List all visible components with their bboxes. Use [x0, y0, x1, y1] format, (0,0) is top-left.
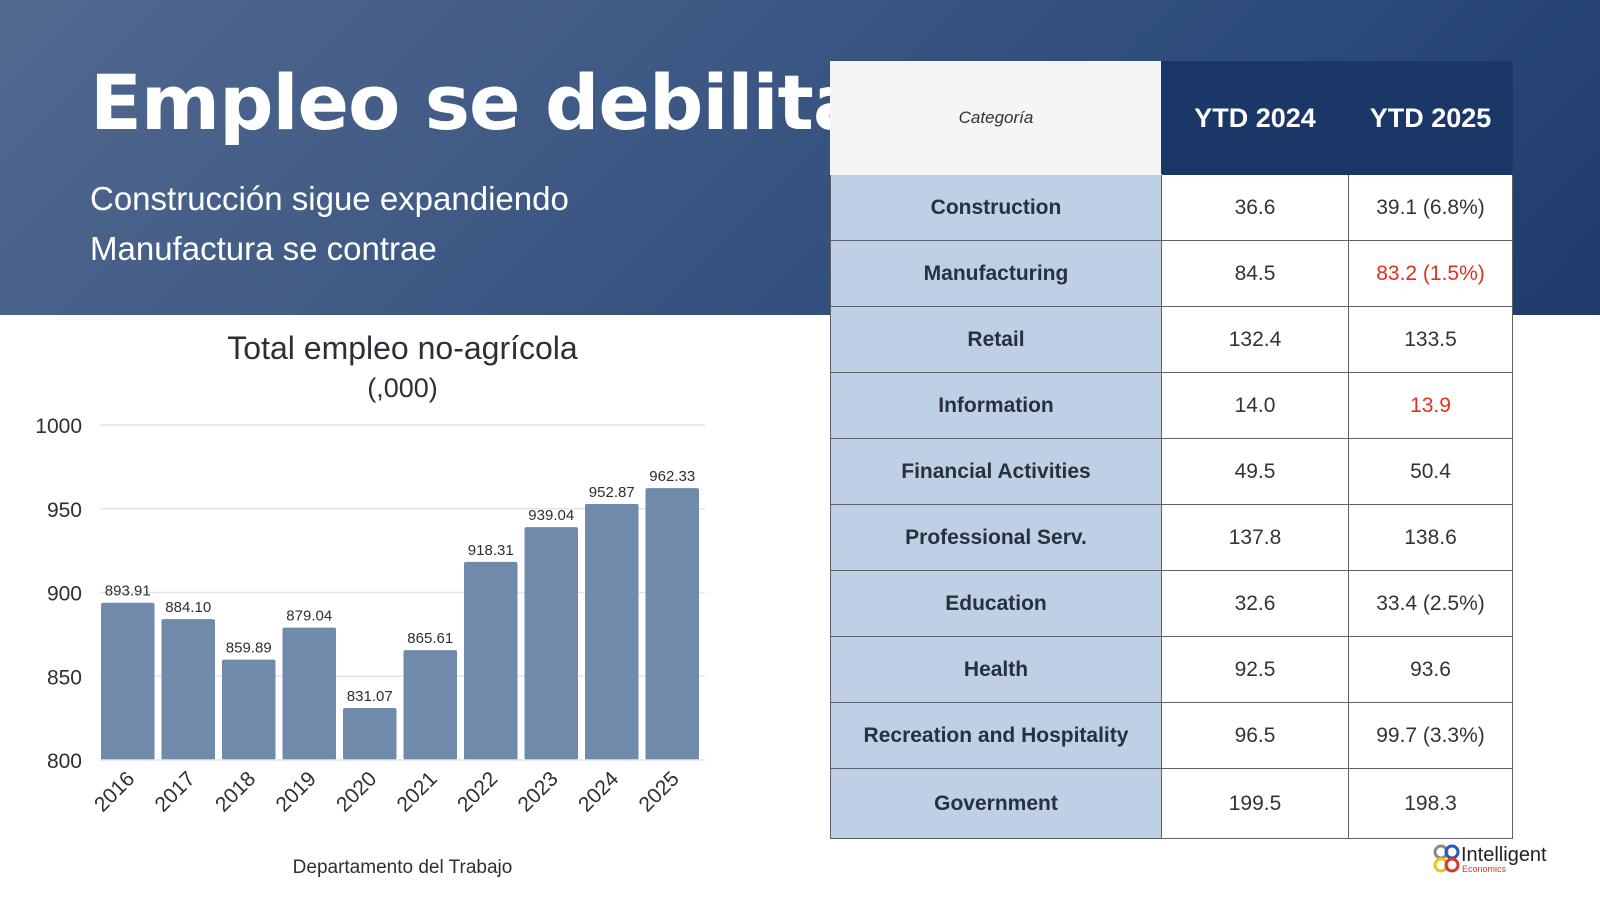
intelligent-economics-logo: Intelligent Economics: [1433, 844, 1547, 874]
chart-title: Total empleo no-agrícola: [227, 330, 578, 366]
bar-value-label: 865.61: [407, 630, 453, 647]
cell-ytd-2025: 83.2 (1.5%): [1348, 240, 1513, 307]
y-tick-label: 950: [47, 499, 82, 522]
cell-ytd-2024: 32.6: [1161, 570, 1349, 637]
header-category: Categoría: [830, 61, 1162, 175]
y-tick-label: 850: [47, 666, 82, 689]
bar: [403, 650, 457, 760]
x-tick-label: 2022: [453, 767, 502, 816]
cell-category: Recreation and Hospitality: [830, 702, 1162, 769]
cell-ytd-2025: 93.6: [1348, 636, 1513, 703]
cell-category: Retail: [830, 306, 1162, 373]
y-tick-label: 800: [47, 750, 82, 773]
x-tick-label: 2024: [574, 767, 624, 817]
table-row: Government 199.5 198.3: [830, 768, 1513, 839]
cell-category: Manufacturing: [830, 240, 1162, 307]
table-row: Health 92.5 93.6: [830, 636, 1513, 703]
bar-value-label: 939.04: [528, 507, 574, 524]
x-tick-label: 2021: [392, 767, 441, 816]
cell-ytd-2024: 132.4: [1161, 306, 1349, 373]
cell-ytd-2024: 36.6: [1161, 174, 1349, 241]
bar-value-label: 879.04: [286, 608, 332, 625]
subtitle-line-2: Manufactura se contrae: [90, 230, 437, 267]
logo-mark-icon: [1433, 844, 1460, 873]
cell-ytd-2024: 49.5: [1161, 438, 1349, 505]
bar: [464, 561, 518, 760]
table-row: Recreation and Hospitality 96.5 99.7 (3.3%…: [830, 702, 1513, 769]
bar: [585, 503, 639, 760]
bar-value-label: 952.87: [589, 484, 635, 501]
cell-ytd-2025: 133.5: [1348, 306, 1513, 373]
bar: [222, 659, 276, 760]
bar: [524, 527, 578, 760]
bar-value-label: 884.10: [165, 599, 211, 616]
bar-value-label: 962.33: [649, 468, 695, 485]
bar-chart: 800 850 900 950 1000 893.91 2016 884.10 2017 859.…: [35, 415, 705, 817]
bar-value-label: 831.07: [347, 688, 393, 705]
page-title: Empleo se debilita: [90, 58, 864, 147]
cell-ytd-2025: 138.6: [1348, 504, 1513, 571]
cell-ytd-2025: 198.3: [1348, 768, 1513, 839]
bar: [161, 619, 215, 760]
bar-value-label: 859.89: [226, 640, 272, 657]
table-row: Construction 36.6 39.1 (6.8%): [830, 174, 1513, 241]
subtitle-line-1: Construcción sigue expandiendo: [90, 180, 569, 217]
cell-ytd-2025: 99.7 (3.3%): [1348, 702, 1513, 769]
cell-category: Construction: [830, 174, 1162, 241]
table-row: Professional Serv. 137.8 138.6: [830, 504, 1513, 571]
x-tick-label: 2023: [513, 767, 562, 816]
cell-category: Education: [830, 570, 1162, 637]
cell-ytd-2025: 13.9: [1348, 372, 1513, 439]
cell-category: Professional Serv.: [830, 504, 1162, 571]
table-row: Financial Activities 49.5 50.4: [830, 438, 1513, 505]
chart-source: Departamento del Trabajo: [292, 857, 513, 878]
cell-ytd-2024: 84.5: [1161, 240, 1349, 307]
table-header-row: Categoría YTD 2024 YTD 2025: [830, 61, 1513, 175]
bar-value-label: 893.91: [105, 583, 151, 600]
bar: [282, 627, 336, 760]
cell-ytd-2024: 92.5: [1161, 636, 1349, 703]
cell-ytd-2025: 33.4 (2.5%): [1348, 570, 1513, 637]
bar-value-label: 918.31: [468, 542, 514, 559]
cell-ytd-2025: 39.1 (6.8%): [1348, 174, 1513, 241]
cell-ytd-2024: 199.5: [1161, 768, 1349, 839]
x-tick-label: 2025: [634, 767, 683, 816]
table-row: Information 14.0 13.9: [830, 372, 1513, 439]
bar: [343, 707, 397, 760]
cell-ytd-2024: 14.0: [1161, 372, 1349, 439]
cell-ytd-2024: 96.5: [1161, 702, 1349, 769]
cell-category: Financial Activities: [830, 438, 1162, 505]
chart-subtitle: (,000): [367, 373, 438, 403]
logo-tagline: Economics: [1462, 864, 1507, 874]
header-ytd-2024: YTD 2024: [1161, 61, 1349, 175]
cell-category: Information: [830, 372, 1162, 439]
x-tick-label: 2020: [332, 767, 381, 816]
table-row: Education 32.6 33.4 (2.5%): [830, 570, 1513, 637]
cell-ytd-2025: 50.4: [1348, 438, 1513, 505]
table-row: Retail 132.4 133.5: [830, 306, 1513, 373]
y-tick-label: 900: [47, 583, 82, 606]
bar: [101, 602, 155, 760]
x-tick-label: 2016: [90, 767, 139, 816]
header-ytd-2025: YTD 2025: [1348, 61, 1513, 175]
employment-table: Categoría YTD 2024 YTD 2025 Construction…: [830, 61, 1513, 839]
x-tick-label: 2019: [271, 767, 320, 816]
x-tick-label: 2018: [211, 767, 260, 816]
x-tick-label: 2017: [150, 767, 199, 816]
cell-category: Health: [830, 636, 1162, 703]
cell-ytd-2024: 137.8: [1161, 504, 1349, 571]
table-row: Manufacturing 84.5 83.2 (1.5%): [830, 240, 1513, 307]
cell-category: Government: [830, 768, 1162, 839]
bar: [645, 488, 699, 760]
logo-name: Intelligent: [1461, 844, 1547, 866]
y-tick-label: 1000: [35, 415, 82, 438]
